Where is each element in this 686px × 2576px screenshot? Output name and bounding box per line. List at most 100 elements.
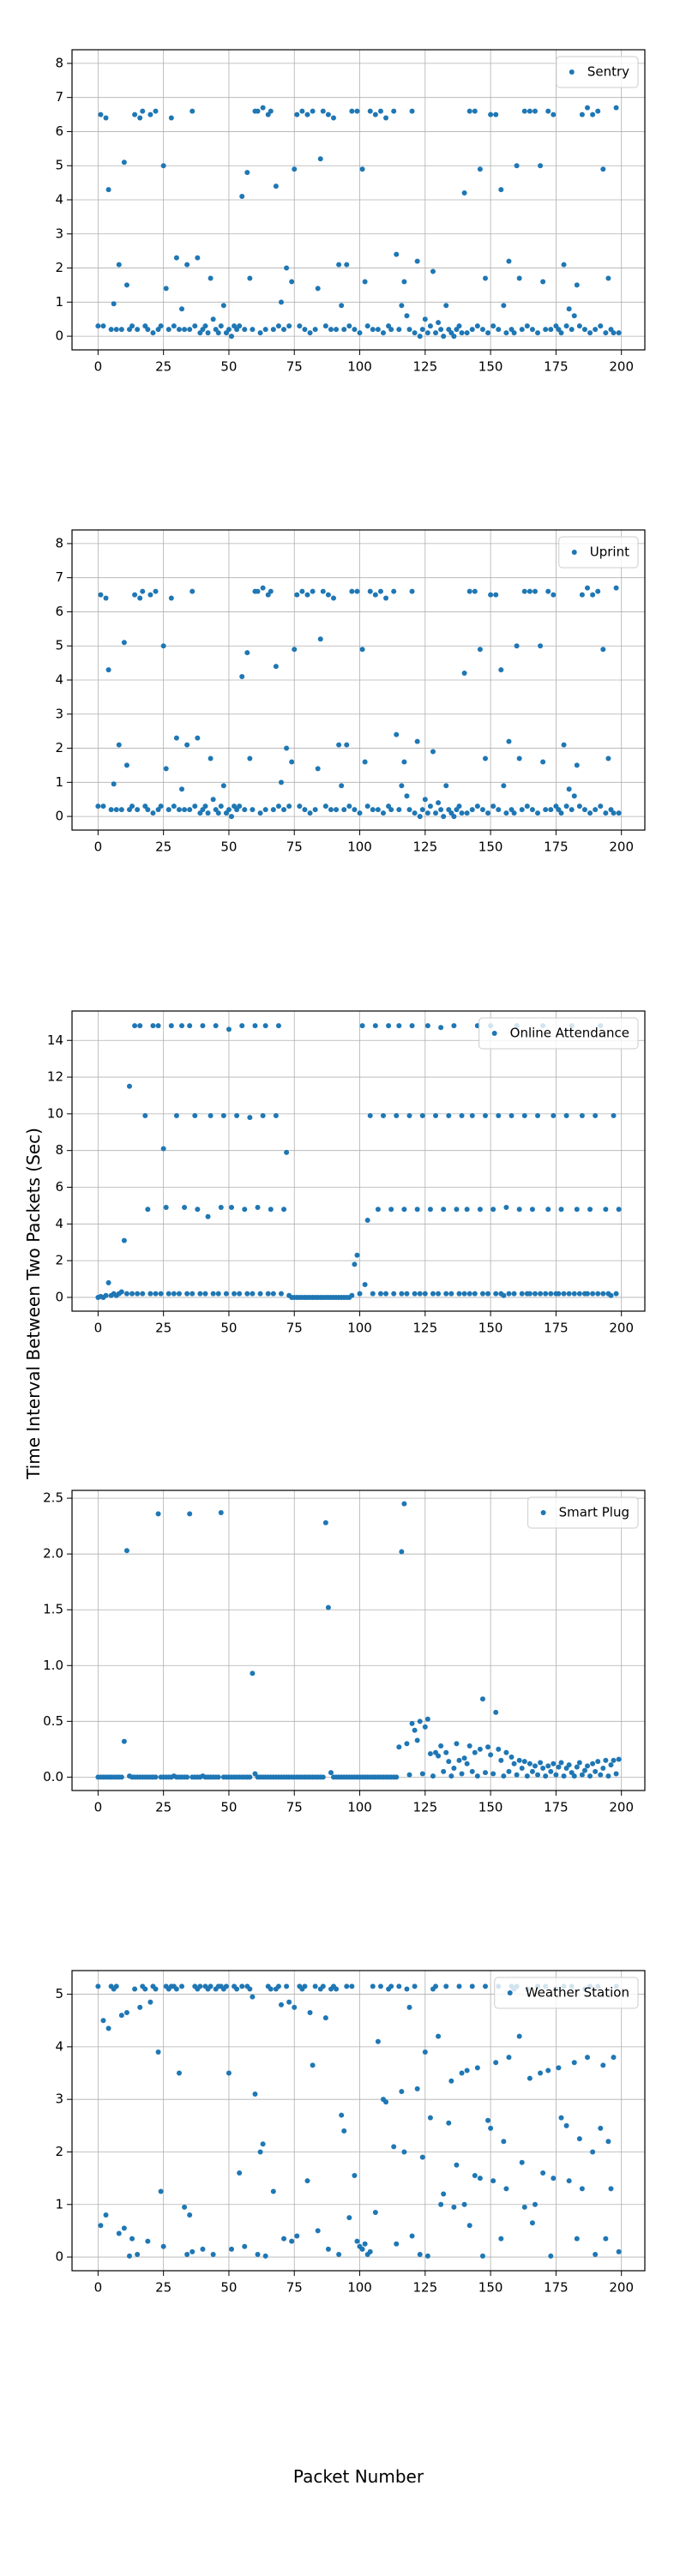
- data-point: [574, 1764, 580, 1770]
- data-point: [352, 1261, 358, 1267]
- data-point: [370, 807, 376, 813]
- data-point: [278, 299, 284, 305]
- data-point: [459, 1771, 465, 1777]
- data-point: [545, 108, 551, 114]
- x-tick-label: 25: [155, 1321, 172, 1336]
- data-point: [419, 1771, 425, 1777]
- data-point: [260, 1113, 266, 1119]
- data-point: [232, 1291, 238, 1297]
- data-point: [302, 1983, 308, 1989]
- data-point: [443, 303, 449, 309]
- data-point: [553, 1772, 559, 1778]
- data-point: [179, 306, 185, 312]
- data-point: [406, 807, 412, 813]
- data-point: [566, 786, 572, 792]
- data-point: [182, 1205, 188, 1211]
- x-tick-label: 175: [544, 1321, 569, 1336]
- data-point: [469, 1113, 475, 1119]
- data-point: [195, 1207, 201, 1213]
- data-point: [182, 327, 188, 333]
- data-point: [334, 327, 340, 333]
- x-tick-label: 125: [412, 359, 437, 375]
- legend-marker: [571, 550, 577, 555]
- data-point: [538, 1760, 544, 1766]
- data-point: [506, 1768, 512, 1774]
- data-point: [322, 1520, 328, 1526]
- data-point: [270, 327, 276, 333]
- data-point: [438, 327, 444, 333]
- data-point: [226, 1026, 232, 1032]
- chart-panel: 0 25 50 75 100 125 150 175 200 0 2 4 6 8 10 12 14 Online …: [47, 1010, 646, 1336]
- data-point: [590, 1760, 596, 1766]
- data-point: [488, 592, 494, 598]
- data-point: [268, 1207, 274, 1213]
- data-point: [443, 1749, 449, 1755]
- data-point: [561, 1773, 567, 1779]
- x-tick-label: 150: [478, 1321, 503, 1336]
- x-tick-label: 25: [155, 1800, 172, 1815]
- data-point: [485, 1291, 491, 1297]
- x-tick-label: 200: [609, 840, 634, 855]
- data-point: [519, 1765, 525, 1771]
- x-tick-label: 75: [286, 2280, 303, 2296]
- x-tick-label: 200: [609, 1800, 634, 1815]
- data-point: [527, 588, 533, 594]
- data-point: [367, 108, 373, 114]
- data-point: [490, 323, 496, 329]
- data-point: [111, 301, 117, 307]
- data-point: [334, 807, 340, 813]
- y-tick-label: 3: [55, 226, 63, 241]
- data-point: [483, 1983, 489, 1989]
- x-tick-label: 125: [412, 1800, 437, 1815]
- data-point: [535, 1772, 541, 1778]
- data-point: [292, 2004, 298, 2010]
- data-point: [587, 810, 593, 816]
- data-point: [173, 735, 179, 741]
- x-tick-label: 100: [347, 1321, 372, 1336]
- data-point: [605, 275, 611, 281]
- data-point: [312, 327, 318, 333]
- plot-frame: [71, 1970, 646, 2272]
- data-point: [543, 327, 549, 333]
- data-point: [244, 170, 250, 176]
- x-tick-label: 150: [478, 2280, 503, 2296]
- data-point: [273, 184, 279, 190]
- data-point: [496, 327, 502, 333]
- data-point: [388, 1207, 394, 1213]
- data-point: [466, 1742, 472, 1748]
- data-point: [268, 1986, 274, 1992]
- data-point: [593, 1113, 599, 1119]
- y-tick-label: 1: [55, 294, 63, 310]
- data-point: [532, 1291, 538, 1297]
- data-point: [275, 323, 281, 329]
- data-point: [472, 2173, 478, 2179]
- data-point: [448, 2078, 454, 2084]
- data-point: [394, 2241, 400, 2247]
- data-point: [579, 1772, 585, 1778]
- data-point: [514, 643, 520, 649]
- data-point: [218, 1510, 224, 1516]
- data-point: [448, 1291, 454, 1297]
- data-point: [529, 327, 535, 333]
- data-point: [121, 1237, 127, 1243]
- data-point: [126, 2253, 132, 2259]
- data-point: [446, 1113, 452, 1119]
- data-point: [424, 1023, 430, 1029]
- data-point: [294, 592, 300, 598]
- data-point: [535, 330, 541, 336]
- data-point: [95, 803, 101, 810]
- data-point: [228, 334, 234, 340]
- data-point: [312, 807, 318, 813]
- data-point: [608, 1762, 614, 1768]
- data-point: [100, 2018, 106, 2024]
- data-point: [611, 1757, 617, 1763]
- legend-label: Smart Plug: [559, 1505, 629, 1520]
- data-point: [187, 1511, 193, 1517]
- data-point: [590, 111, 596, 117]
- data-point: [556, 1764, 562, 1770]
- data-point: [616, 810, 622, 816]
- data-point: [377, 1291, 383, 1297]
- data-point: [328, 1770, 334, 1776]
- x-tick-label: 175: [544, 359, 569, 375]
- data-point: [140, 588, 146, 594]
